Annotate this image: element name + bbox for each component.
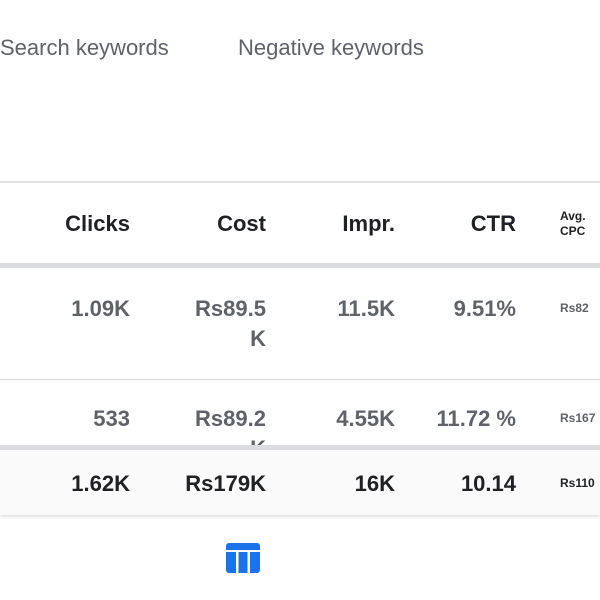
cell-impr: 4.55K (336, 406, 395, 431)
cell-ctr: 11.72 % (436, 406, 516, 431)
tab-negative-keywords[interactable]: Negative keywords (238, 35, 424, 60)
cell-clicks: 533 (93, 406, 130, 431)
cell-cost: Rs89.5 K (195, 296, 266, 351)
total-cost: Rs179K (185, 471, 266, 496)
header-avg-cpc[interactable]: Avg. CPC (560, 209, 586, 238)
totals-row: 1.62K Rs179K 16K 10.14 Rs110 (0, 450, 600, 515)
tab-search-keywords[interactable]: Search keywords (0, 35, 169, 60)
data-table: Clicks Cost Impr. CTR Avg. CPC 1.09K Rs8… (0, 181, 600, 517)
total-ctr: 10.14 (460, 471, 516, 496)
totals-divider (0, 445, 600, 450)
cell-avg-cpc: Rs167 (560, 411, 596, 425)
table-row[interactable]: 1.09K Rs89.5 K 11.5K 9.51% Rs82 (0, 268, 600, 380)
cell-ctr: 9.51% (453, 296, 516, 321)
total-clicks: 1.62K (71, 471, 130, 496)
header-ctr[interactable]: CTR (470, 211, 516, 236)
table-columns-icon[interactable] (226, 543, 260, 573)
header-divider (0, 263, 600, 268)
total-impr: 16K (354, 471, 395, 496)
header-cost[interactable]: Cost (217, 211, 266, 236)
row-divider (0, 379, 600, 380)
header-impr[interactable]: Impr. (342, 211, 395, 236)
cell-avg-cpc: Rs82 (560, 301, 589, 315)
cell-clicks: 1.09K (71, 296, 130, 321)
cell-impr: 11.5K (337, 296, 396, 321)
total-avg-cpc: Rs110 (560, 476, 595, 490)
header-clicks[interactable]: Clicks (65, 211, 130, 236)
table-row[interactable]: 533 Rs89.2 K 4.55K 11.72 % Rs167 (0, 380, 600, 461)
table-header: Clicks Cost Impr. CTR Avg. CPC (0, 183, 600, 263)
